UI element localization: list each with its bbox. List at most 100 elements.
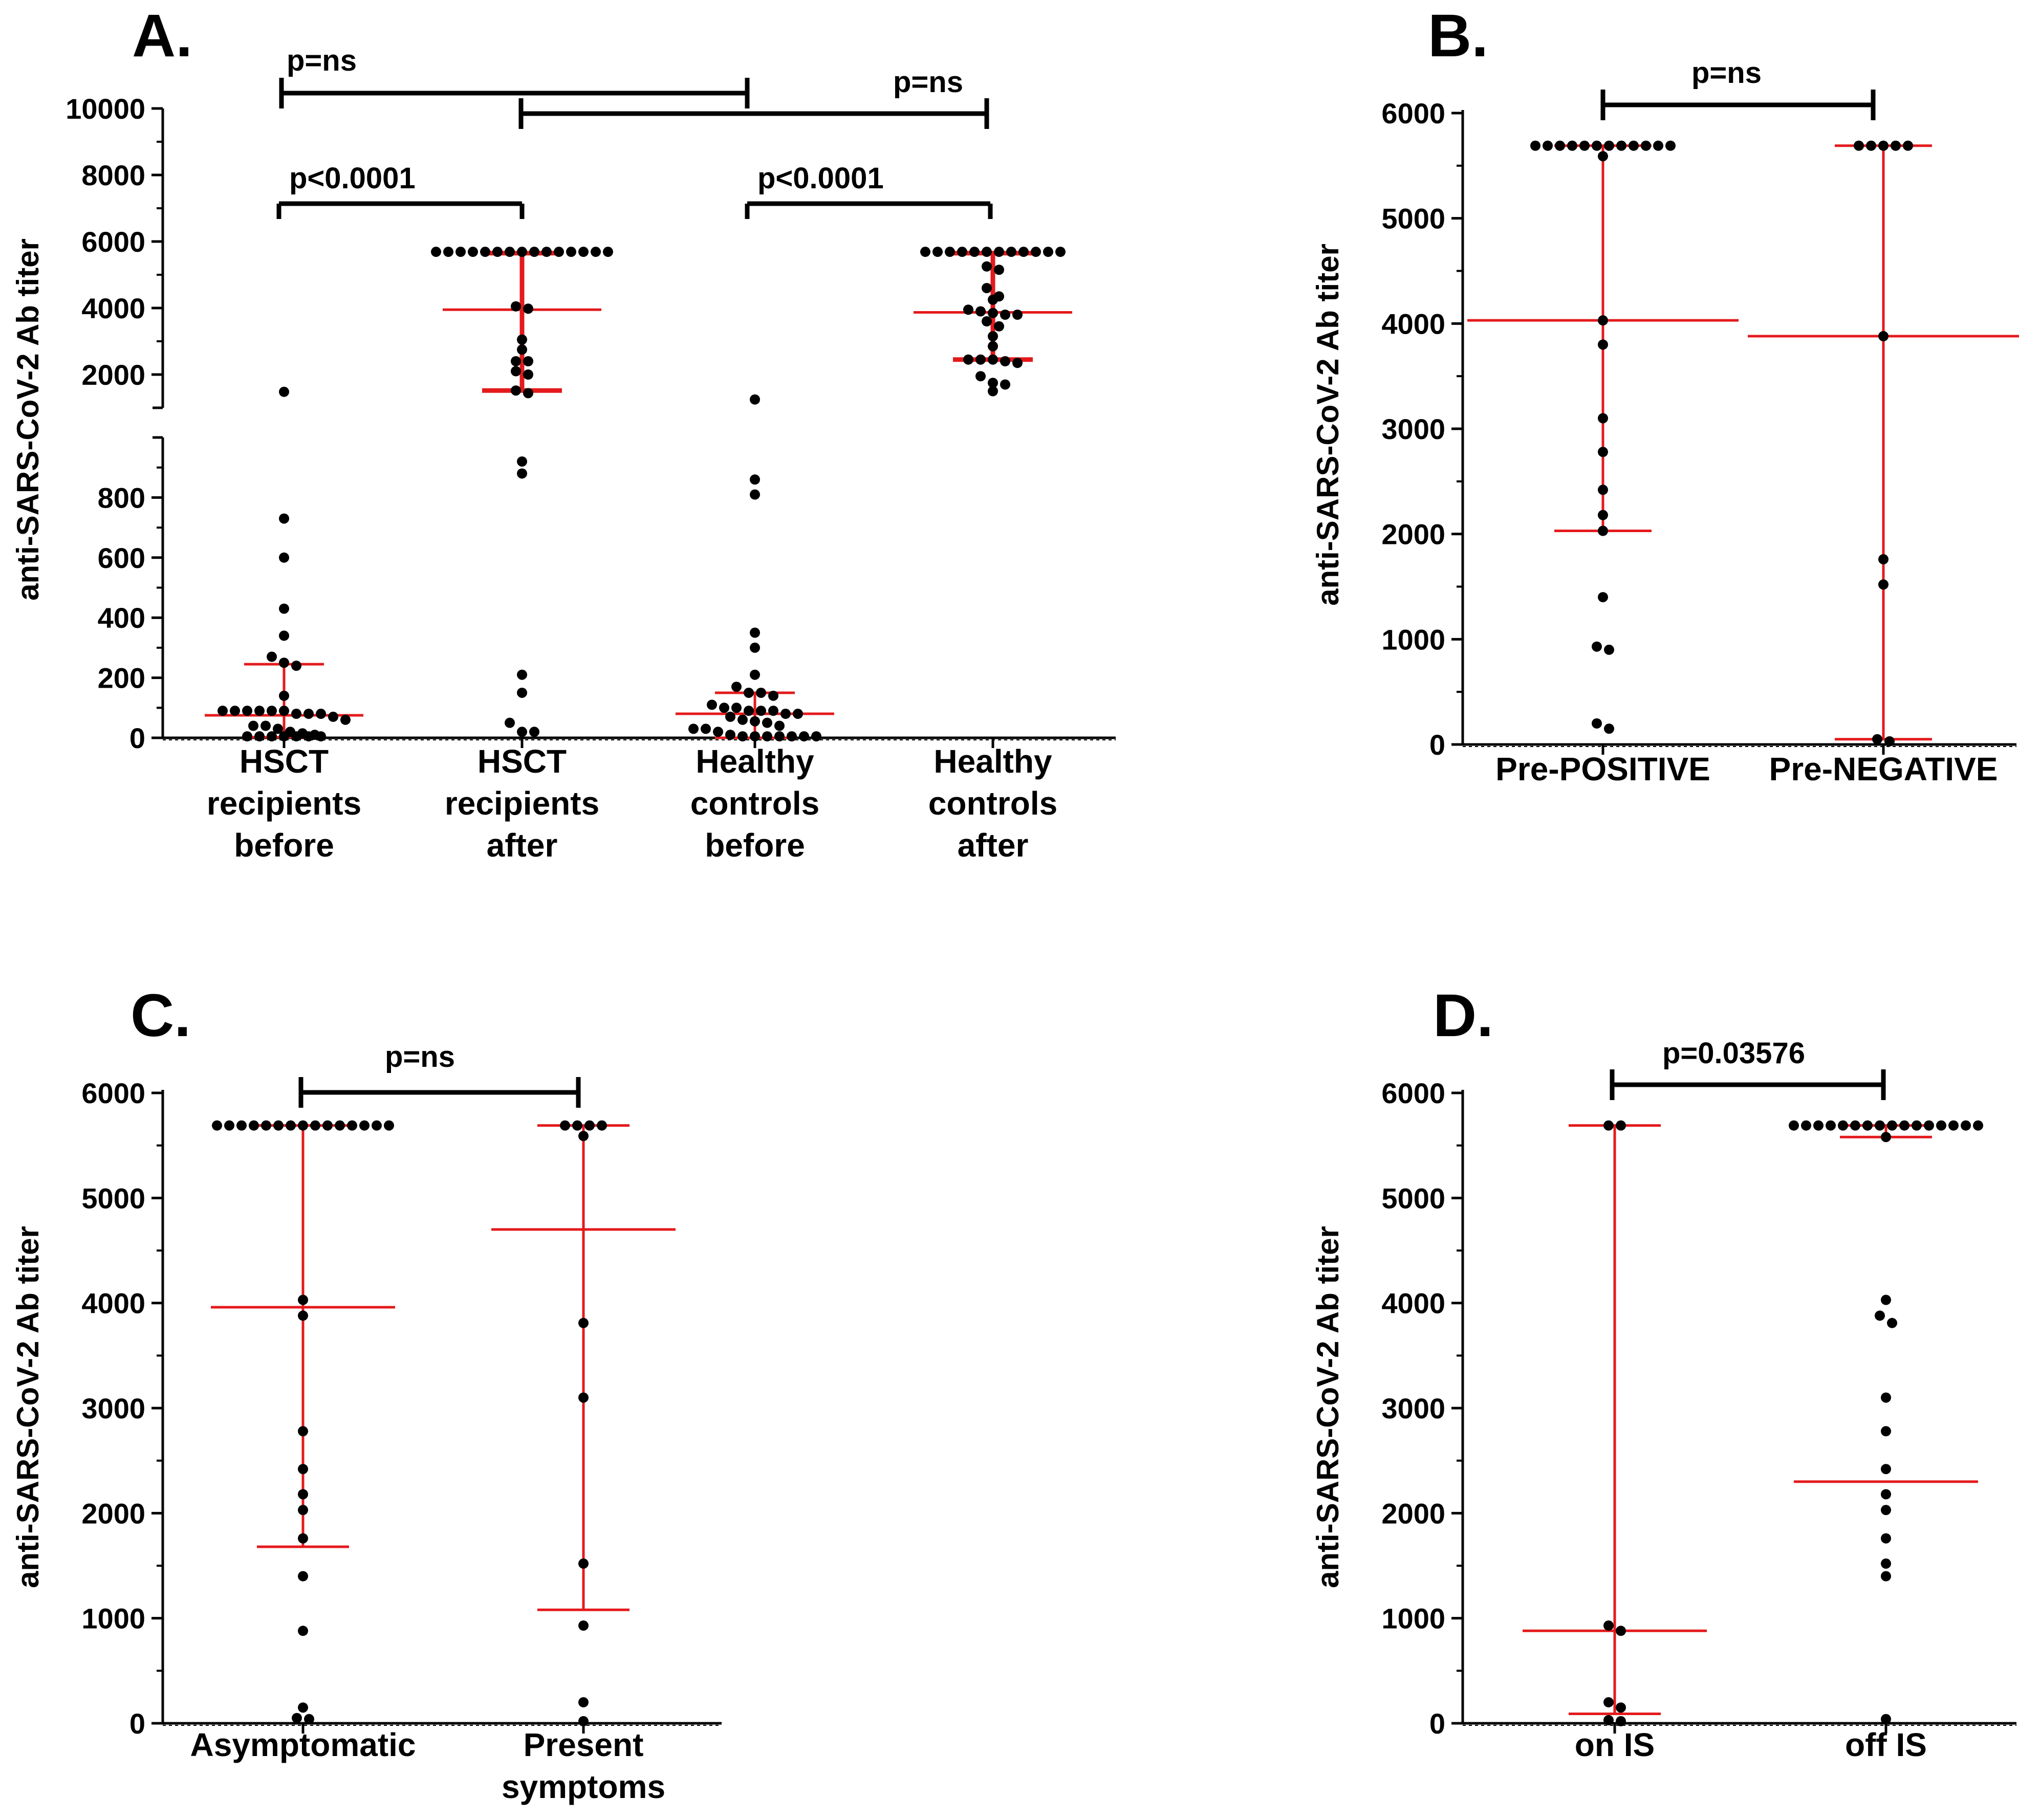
- data-point: [744, 687, 754, 698]
- data-point: [1616, 1626, 1626, 1636]
- x-category-label: recipients: [445, 785, 599, 822]
- panel-b: B. anti-SARS-CoV-2 Ab titer 0 1000 2000 3000 4…: [1311, 2, 2019, 787]
- data-point: [261, 1120, 271, 1131]
- x-category-label: Healthy: [934, 743, 1052, 780]
- x-category-label: Pre-POSITIVE: [1495, 751, 1710, 787]
- y-tick-label: 4000: [1381, 308, 1445, 340]
- data-point: [1899, 1120, 1909, 1131]
- y-tick-label: 0: [1429, 729, 1445, 761]
- data-point: [1616, 140, 1626, 151]
- data-point: [249, 1120, 259, 1131]
- data-point: [316, 709, 326, 719]
- data-point: [578, 1392, 589, 1403]
- y-tick-label: 3000: [1381, 1392, 1445, 1424]
- data-point: [1653, 140, 1663, 151]
- data-point: [1604, 723, 1614, 734]
- data-point: [279, 386, 289, 397]
- data-point: [328, 711, 338, 722]
- data-point: [1629, 140, 1639, 151]
- data-point: [1789, 1120, 1799, 1131]
- y-tick-label: 0: [1429, 1707, 1445, 1740]
- data-point: [1878, 331, 1889, 342]
- data-point: [1875, 1310, 1885, 1321]
- data-point: [1598, 510, 1608, 520]
- data-point: [279, 603, 289, 614]
- data-point: [1603, 1697, 1614, 1707]
- data-point: [248, 720, 258, 731]
- data-point: [1603, 1120, 1614, 1131]
- panel-letter: A.: [132, 2, 192, 70]
- data-point: [799, 731, 809, 742]
- data-point: [1616, 1120, 1626, 1131]
- data-point: [511, 301, 521, 312]
- data-point: [279, 552, 289, 563]
- data-point: [1872, 734, 1882, 744]
- data-point: [254, 731, 265, 742]
- y-tick-label: 3000: [1381, 413, 1445, 445]
- data-point: [1000, 379, 1010, 390]
- data-point: [811, 731, 821, 742]
- y-tick-label: 200: [98, 662, 145, 694]
- data-point: [1878, 579, 1889, 590]
- data-point: [578, 1697, 589, 1707]
- data-point: [455, 247, 466, 257]
- x-category-label: Asymptomatic: [190, 1726, 416, 1763]
- data-point: [517, 344, 527, 355]
- x-category-label: on IS: [1575, 1726, 1655, 1763]
- data-point: [1881, 1426, 1891, 1437]
- data-point: [1973, 1120, 1983, 1131]
- data-point: [505, 717, 515, 728]
- data-point: [1543, 140, 1553, 151]
- x-category-label: off IS: [1845, 1726, 1927, 1763]
- data-point: [688, 723, 699, 734]
- data-point: [737, 731, 748, 742]
- data-point: [273, 1120, 284, 1131]
- y-tick-label: 6000: [81, 1077, 145, 1109]
- data-point: [541, 247, 552, 257]
- x-category-label: recipients: [207, 785, 361, 822]
- data-point: [1616, 1702, 1626, 1713]
- data-point: [1850, 1120, 1860, 1131]
- data-point: [750, 489, 760, 500]
- p-value-label: p<0.0001: [757, 162, 884, 195]
- panel-d: D. anti-SARS-CoV-2 Ab titer 0 1000 2000 3000 4…: [1311, 982, 2016, 1763]
- data-point: [975, 354, 986, 365]
- panel-a: A. anti-SARS-CoV-2 Ab titer 0 200 400 600 800 2…: [11, 2, 1116, 864]
- y-axis-label: anti-SARS-CoV-2 Ab titer: [1311, 244, 1345, 606]
- data-point: [384, 1120, 394, 1131]
- data-point: [1881, 1505, 1891, 1516]
- data-point: [1912, 1120, 1922, 1131]
- y-tick-label: 2000: [81, 359, 145, 391]
- data-point: [291, 661, 301, 671]
- data-point: [774, 731, 785, 742]
- y-tick-label: 2000: [1381, 1497, 1445, 1529]
- data-point: [1604, 644, 1614, 655]
- data-point: [1875, 1120, 1885, 1131]
- data-point: [1854, 140, 1864, 151]
- data-point: [316, 731, 326, 742]
- data-point: [1881, 1392, 1891, 1403]
- data-point: [511, 385, 521, 396]
- data-point: [768, 690, 778, 701]
- y-tick-label: 5000: [1381, 1182, 1445, 1214]
- data-point: [1881, 1489, 1891, 1500]
- data-point: [286, 1120, 296, 1131]
- data-point: [756, 687, 766, 698]
- data-point: [768, 706, 778, 716]
- data-point: [523, 369, 533, 380]
- data-point: [517, 456, 527, 467]
- y-tick-label: 10000: [66, 93, 145, 125]
- data-point: [1881, 1132, 1891, 1143]
- data-point: [279, 690, 289, 701]
- data-point: [1801, 1120, 1811, 1131]
- data-point: [298, 1626, 308, 1636]
- x-category-label: Pre-NEGATIVE: [1769, 751, 1998, 787]
- data-point: [603, 247, 613, 257]
- data-point: [750, 474, 760, 485]
- y-tick-label: 4000: [81, 1287, 145, 1320]
- y-tick-label: 1000: [81, 1603, 145, 1635]
- data-point: [1603, 1715, 1614, 1725]
- panel-letter: D.: [1433, 982, 1493, 1049]
- panel-letter: B.: [1428, 2, 1488, 70]
- data-point: [279, 706, 289, 716]
